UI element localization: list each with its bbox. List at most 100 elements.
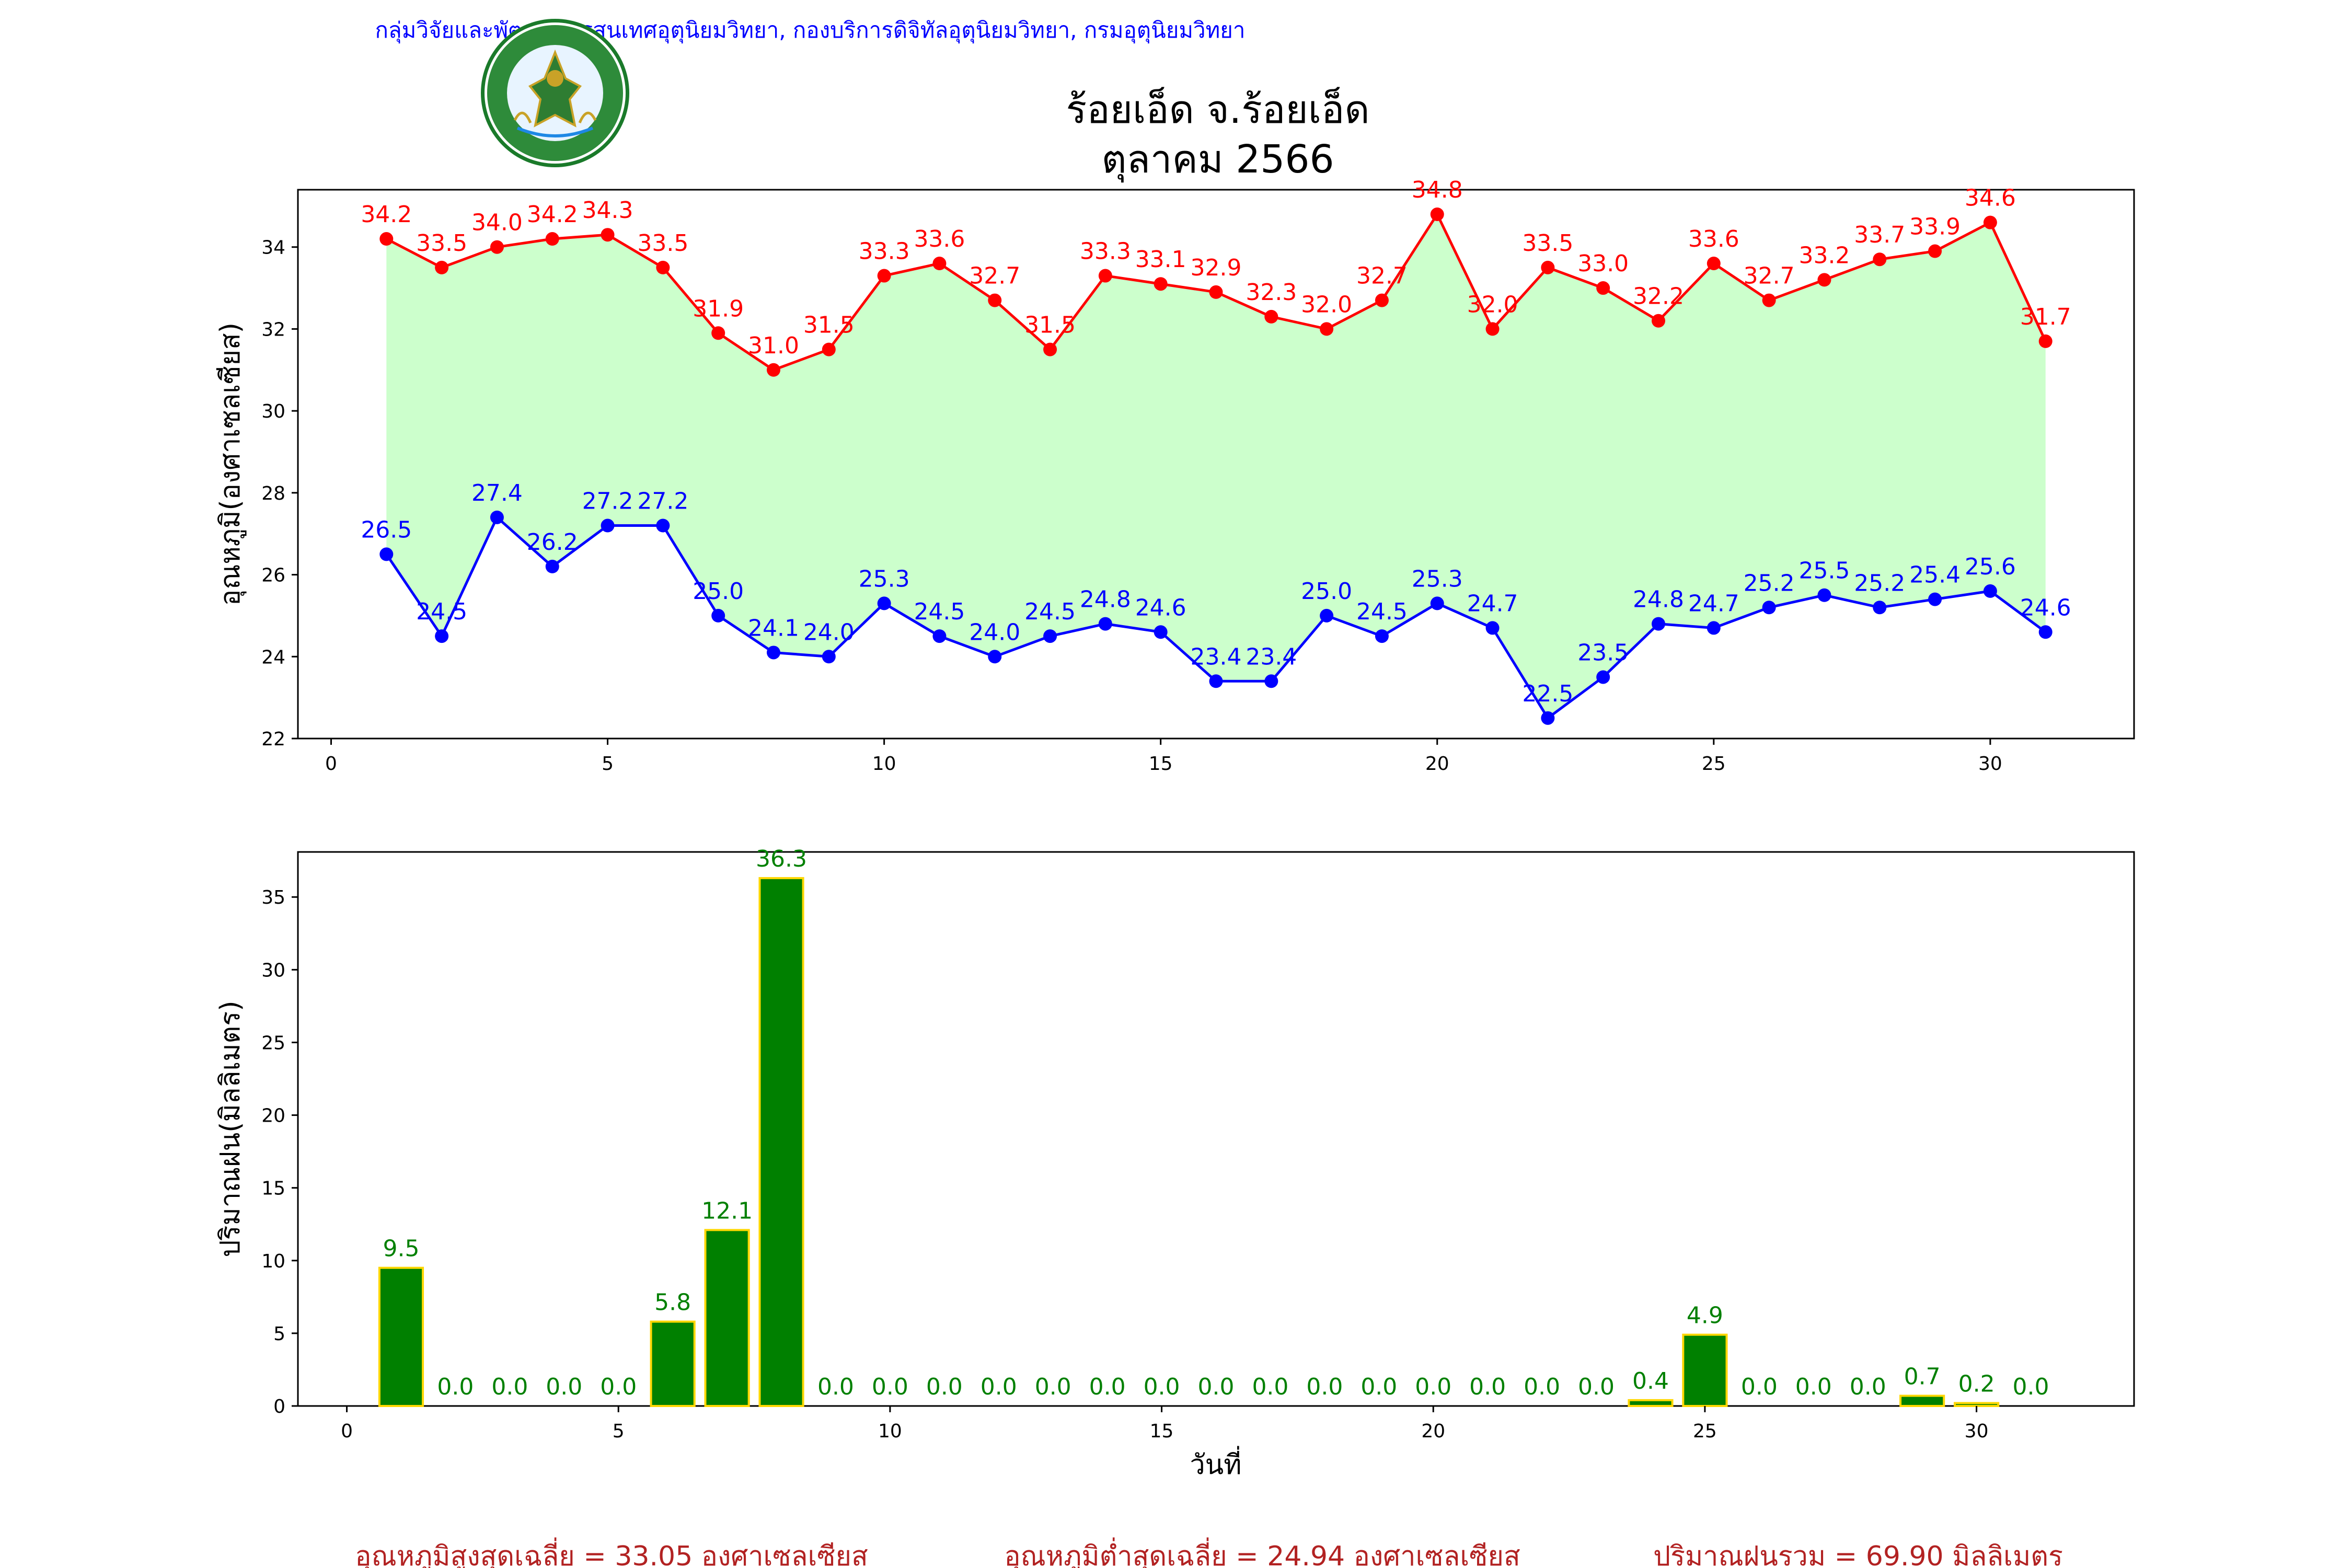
- min-temp-point: [1043, 629, 1057, 643]
- min-temp-point: [1817, 588, 1831, 602]
- temperature-y-tick-label: 30: [261, 401, 285, 422]
- min-temp-value-label: 23.5: [1577, 639, 1629, 666]
- min-temp-value-label: 26.2: [527, 529, 578, 556]
- rain-value-label: 0.0: [600, 1374, 637, 1400]
- max-temp-value-label: 33.0: [1577, 250, 1629, 277]
- max-temp-value-label: 32.7: [1744, 263, 1795, 290]
- rain-value-label: 0.0: [1469, 1374, 1506, 1400]
- rainfall-chart: 9.5 0.0 0.0 0.0 0.0 5.8 12.1 36.3 0.0 0.0 0.0 0.0 0.…: [215, 846, 2135, 1481]
- rain-bar: [1628, 1399, 1674, 1407]
- max-temp-point: [766, 363, 780, 377]
- max-temp-point: [1928, 244, 1942, 258]
- rainfall-x-tick-label: 10: [878, 1421, 902, 1442]
- min-temp-point: [601, 518, 615, 533]
- max-temp-point: [1485, 322, 1500, 336]
- min-temp-value-label: 24.1: [748, 615, 799, 641]
- min-temp-point: [1154, 625, 1168, 639]
- min-temp-point: [1320, 608, 1334, 622]
- temperature-x-tick-label: 25: [1702, 753, 1726, 775]
- total-rain-summary: ปริมาณฝนรวม = 69.90 มิลลิเมตร: [1653, 1541, 2063, 1568]
- rain-value-label: 9.5: [383, 1236, 419, 1262]
- temperature-range-fill: [386, 214, 2046, 718]
- min-temp-point: [1430, 596, 1444, 610]
- max-temp-point: [1320, 322, 1334, 336]
- max-temp-value-label: 33.6: [914, 226, 965, 252]
- min-temp-point: [877, 596, 891, 610]
- temperature-y-tick-label: 24: [261, 647, 285, 668]
- temperature-y-tick-label: 26: [261, 565, 285, 586]
- min-temp-point: [1652, 617, 1666, 631]
- rain-value-label: 0.0: [1306, 1374, 1343, 1400]
- max-temp-value-label: 33.9: [1909, 214, 1961, 240]
- max-temp-value-label: 31.7: [2020, 304, 2071, 330]
- rain-value-label: 5.8: [654, 1289, 691, 1316]
- rainfall-x-tick-label: 0: [341, 1421, 353, 1442]
- rain-value-label: 0.0: [1415, 1374, 1451, 1400]
- min-temp-point: [656, 518, 670, 533]
- temperature-chart: 34.233.534.0 34.2 34.333.531.931.031.533.3…: [215, 177, 2135, 775]
- rain-value-label: 0.0: [1741, 1374, 1778, 1400]
- max-temp-value-label: 32.7: [969, 263, 1020, 290]
- min-temp-value-label: 24.7: [1467, 590, 1518, 617]
- meteorological-department-logo: [481, 19, 629, 167]
- rain-value-label: 0.0: [981, 1374, 1017, 1400]
- rain-value-label: 0.0: [817, 1374, 854, 1400]
- rain-value-label: 0.4: [1632, 1368, 1669, 1394]
- min-temp-point: [988, 650, 1002, 664]
- max-temp-point: [435, 260, 449, 274]
- min-temp-point: [545, 559, 559, 573]
- rain-value-label: 0.0: [926, 1374, 963, 1400]
- temperature-y-axis-label: อุณหภูมิ(องศาเซลเซียส): [215, 322, 247, 606]
- min-temp-point: [1541, 711, 1555, 725]
- min-temp-value-label: 24.5: [1356, 598, 1408, 625]
- max-temp-value-label: 31.0: [748, 332, 799, 359]
- min-temp-value-label: 25.5: [1798, 558, 1850, 584]
- max-temp-value-label: 33.7: [1854, 222, 1905, 248]
- min-temp-point: [1209, 674, 1223, 688]
- rain-value-label: 0.0: [1524, 1374, 1560, 1400]
- temperature-y-tick-label: 32: [261, 319, 285, 340]
- max-temp-point: [1043, 342, 1057, 356]
- rain-value-label: 0.0: [1252, 1374, 1288, 1400]
- max-temp-point: [1430, 207, 1444, 222]
- rainfall-y-tick-label: 35: [261, 887, 285, 908]
- min-temp-value-label: 24.5: [416, 598, 467, 625]
- rain-value-label: 12.1: [701, 1197, 753, 1224]
- rain-bar: [758, 877, 804, 1407]
- max-temp-value-label: 34.8: [1412, 177, 1463, 203]
- min-temp-value-label: 27.4: [471, 480, 523, 506]
- min-temp-value-label: 25.4: [1909, 562, 1961, 589]
- min-temp-value-label: 24.5: [1024, 598, 1076, 625]
- max-temp-point: [932, 257, 947, 271]
- max-temp-point: [1209, 285, 1223, 299]
- max-temp-point: [711, 326, 725, 340]
- rain-value-label: 36.3: [756, 846, 807, 872]
- temperature-y-tick-label: 28: [261, 483, 285, 504]
- rainfall-x-tick-label: 20: [1421, 1421, 1445, 1442]
- rainfall-y-tick-label: 5: [273, 1323, 285, 1345]
- min-temp-point: [1485, 621, 1500, 635]
- min-temp-point: [490, 510, 504, 524]
- max-temp-value-label: 33.6: [1688, 226, 1739, 252]
- max-temp-point: [1873, 252, 1887, 267]
- rainfall-x-tick-label: 30: [1965, 1421, 1989, 1442]
- rain-bar: [1899, 1394, 1945, 1407]
- max-temp-value-label: 34.2: [527, 201, 578, 228]
- min-temp-point: [1098, 617, 1112, 631]
- chart-title: ร้อยเอ็ด จ.ร้อยเอ็ด: [1066, 87, 1369, 132]
- rainfall-y-tick-label: 0: [273, 1396, 285, 1417]
- min-temp-value-label: 24.5: [914, 598, 965, 625]
- min-temp-point: [1707, 621, 1721, 635]
- max-temp-point: [1762, 293, 1776, 307]
- min-temp-point: [1375, 629, 1389, 643]
- min-temp-point: [1762, 601, 1776, 615]
- rain-value-label: 0.0: [1035, 1374, 1071, 1400]
- min-temp-value-label: 24.6: [1135, 594, 1186, 621]
- rainfall-y-axis-label: ปริมาณฝน(มิลลิเมตร): [215, 1000, 246, 1257]
- rain-value-label: 4.9: [1687, 1302, 1723, 1329]
- rain-value-label: 0.0: [2013, 1374, 2049, 1400]
- rainfall-y-tick-label: 30: [261, 960, 285, 981]
- avg-max-temp-summary: อุณหภูมิสูงสุดเฉลี่ย = 33.05 องศาเซลเซีย…: [355, 1537, 868, 1568]
- max-temp-point: [877, 269, 891, 283]
- max-temp-value-label: 33.5: [637, 230, 688, 257]
